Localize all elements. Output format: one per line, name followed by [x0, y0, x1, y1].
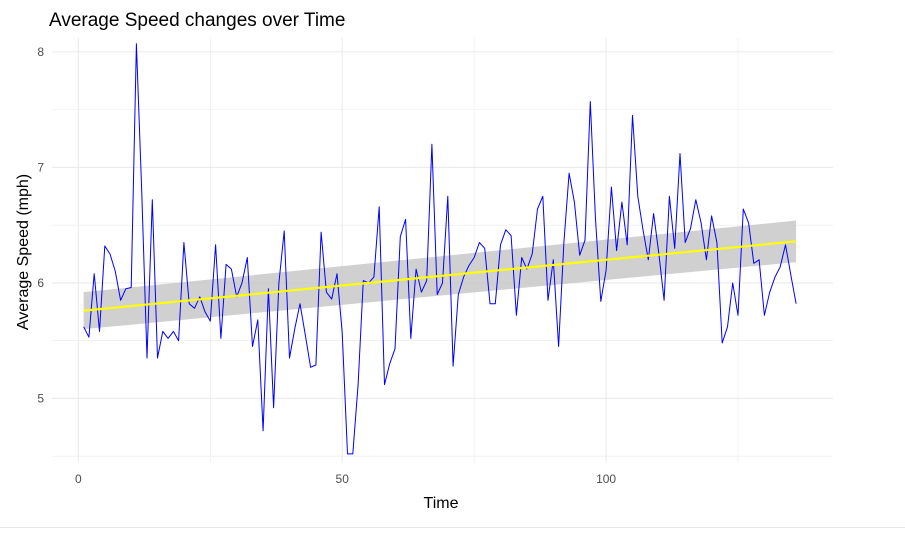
- x-tick-label: 0: [75, 472, 82, 486]
- y-tick-label: 6: [37, 276, 44, 290]
- bottom-divider: [0, 527, 905, 528]
- y-axis-label: Average Speed (mph): [15, 174, 32, 330]
- x-tick-label: 100: [596, 472, 616, 486]
- confidence-band: [83, 220, 797, 330]
- x-axis-label: Time: [424, 495, 459, 512]
- x-tick-label: 50: [336, 472, 350, 486]
- chart-title: Average Speed changes over Time: [49, 10, 345, 31]
- confidence-band-layer: [83, 220, 797, 330]
- trend-layer: [83, 240, 797, 312]
- x-tick-labels: 0 50 100: [75, 472, 616, 486]
- y-tick-label: 5: [37, 391, 44, 405]
- series-layer: [83, 43, 797, 455]
- y-tick-label: 7: [37, 160, 44, 174]
- y-tick-label: 8: [37, 45, 44, 59]
- trend-line: [83, 240, 797, 312]
- y-tick-labels: 5 6 7 8: [37, 45, 44, 406]
- average-speed-line: [83, 43, 797, 455]
